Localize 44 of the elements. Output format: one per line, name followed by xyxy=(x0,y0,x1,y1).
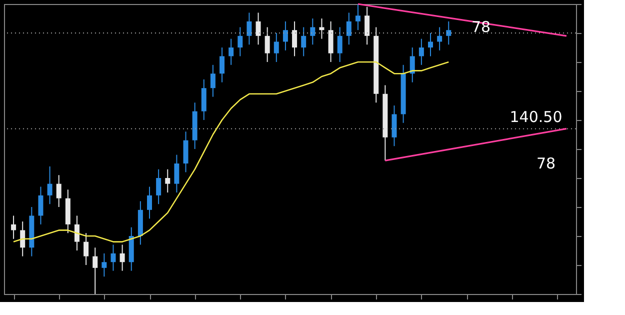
candlestick xyxy=(319,18,324,40)
candlestick xyxy=(210,64,216,98)
candlestick xyxy=(446,20,452,46)
candlestick xyxy=(392,105,397,147)
annotation: 140.50 xyxy=(510,108,562,126)
candlestick xyxy=(355,4,360,31)
candlestick xyxy=(174,154,180,193)
candlestick xyxy=(418,38,424,66)
candlestick xyxy=(165,168,170,193)
candlestick xyxy=(120,244,125,272)
candlestick xyxy=(220,47,225,83)
candlestick xyxy=(147,186,152,220)
candlestick xyxy=(256,12,261,46)
candlestick xyxy=(56,174,62,208)
candlestick xyxy=(11,215,16,240)
candlestick xyxy=(110,244,116,272)
candlestick xyxy=(92,247,98,294)
candlestick xyxy=(246,12,252,46)
annotation: 78 xyxy=(536,154,556,172)
candlestick xyxy=(410,47,415,83)
candlestick xyxy=(364,6,370,46)
candlestick xyxy=(337,26,342,62)
candlestick xyxy=(310,18,316,46)
candlestick xyxy=(282,20,288,51)
candlestick xyxy=(47,166,52,205)
candlestick xyxy=(328,20,334,62)
candlestick xyxy=(156,168,162,205)
candlestick xyxy=(102,252,107,278)
candlestick xyxy=(20,221,26,257)
candlestick xyxy=(84,232,89,266)
candlestick xyxy=(238,26,243,57)
candlestick xyxy=(74,215,80,251)
candlestick xyxy=(274,32,279,62)
candlestick xyxy=(228,38,234,66)
candlestick xyxy=(346,12,352,46)
candlestick xyxy=(292,20,298,57)
candlestick xyxy=(428,32,433,57)
candlestick xyxy=(264,26,270,62)
candlestick xyxy=(38,186,44,225)
candlestick xyxy=(183,131,188,173)
candlestick xyxy=(301,26,306,57)
annotation: 78 xyxy=(471,18,491,36)
candlestick xyxy=(201,78,206,120)
candlestick xyxy=(437,26,442,51)
